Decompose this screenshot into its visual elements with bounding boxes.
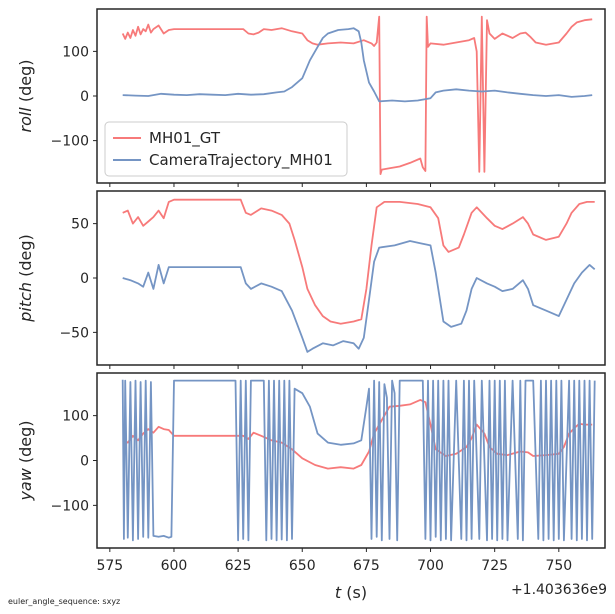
series-line-gt-pitch [122, 198, 595, 325]
series-line-camera-yaw [121, 379, 596, 542]
axes-yaw: −100 0 100 575 600 625 650 675 700 725 750 yaw (deg… [16, 372, 606, 602]
x-tick-label: 650 [289, 558, 316, 574]
y-axis-label-yaw: yaw (deg) [16, 420, 35, 501]
x-tick-label: 725 [481, 558, 508, 574]
x-tick-label: 600 [161, 558, 188, 574]
series-line-gt-yaw [122, 399, 593, 470]
x-tick-label: 625 [225, 558, 252, 574]
series-line-gt-roll [121, 15, 593, 175]
x-tick-label: 675 [353, 558, 380, 574]
y-tick-label: 100 [62, 44, 89, 60]
x-offset-label: +1.403636e9 [511, 582, 607, 598]
x-tick-label: 700 [417, 558, 444, 574]
y-tick-label: −100 [51, 498, 89, 514]
x-axis-label: t (s) [335, 583, 367, 602]
y-tick-label: 0 [80, 271, 89, 287]
x-tick-label: 750 [545, 558, 572, 574]
axes-frame-pitch [96, 190, 606, 366]
series-line-camera-roll [122, 27, 593, 103]
legend: MH01_GT CameraTrajectory_MH01 [104, 121, 348, 177]
axes-pitch: −50 0 50 pitch (deg) [16, 190, 606, 369]
x-tick-label: 575 [96, 558, 123, 574]
legend-box [104, 121, 348, 177]
y-axis-label-pitch: pitch (deg) [16, 234, 35, 323]
footnote: euler_angle_sequence: sxyz [8, 597, 120, 606]
y-tick-label: 0 [80, 89, 89, 105]
y-tick-label: 50 [71, 217, 89, 233]
y-tick-label: 0 [80, 454, 89, 470]
y-tick-label: −100 [51, 134, 89, 150]
legend-entry: MH01_GT [149, 129, 221, 148]
y-axis-label-roll: roll (deg) [16, 60, 35, 133]
series-line-camera-pitch [122, 240, 596, 353]
legend-entry: CameraTrajectory_MH01 [149, 151, 333, 170]
y-tick-label: −50 [59, 325, 89, 341]
axes-roll: −100 0 100 roll (deg) MH01_GT CameraTrajector… [16, 8, 606, 187]
y-tick-label: 100 [62, 409, 89, 425]
